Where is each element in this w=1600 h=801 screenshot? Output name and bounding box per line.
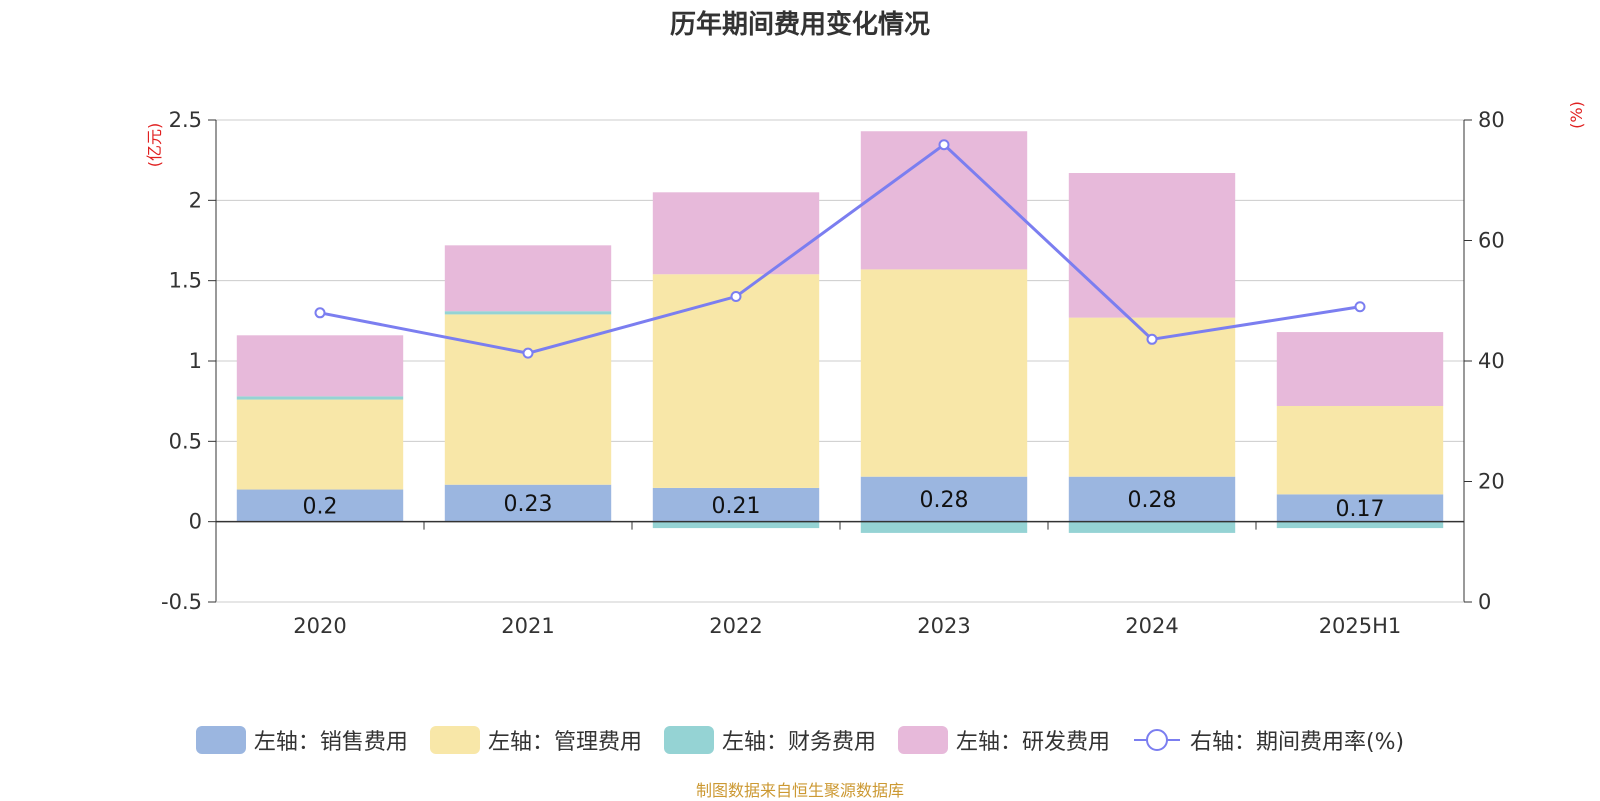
data-label-sales: 0.21 bbox=[712, 494, 761, 519]
x-tick-label: 2020 bbox=[293, 614, 346, 638]
legend: 左轴：销售费用 左轴：管理费用 左轴：财务费用 左轴：研发费用 右轴：期间费用率… bbox=[0, 720, 1600, 760]
legend-swatch-rnd bbox=[897, 726, 948, 754]
legend-item-finance[interactable]: 左轴：财务费用 bbox=[663, 724, 876, 756]
legend-item-rnd[interactable]: 左轴：研发费用 bbox=[897, 724, 1110, 756]
y-left-tick-label: 1 bbox=[189, 349, 202, 373]
y-left-tick-label: 2 bbox=[189, 188, 202, 212]
y-right-tick-label: 60 bbox=[1478, 229, 1505, 253]
legend-label-rate: 右轴：期间费用率(%) bbox=[1189, 730, 1405, 755]
rate-line bbox=[319, 142, 1361, 355]
y-left-tick-label: 0 bbox=[189, 510, 202, 534]
bar-finance-2020 bbox=[236, 396, 404, 400]
legend-swatch-admin bbox=[429, 726, 480, 754]
legend-label-sales: 左轴：销售费用 bbox=[253, 730, 408, 755]
legend-label-rnd: 左轴：研发费用 bbox=[955, 730, 1110, 755]
y-right-tick-label: 40 bbox=[1478, 349, 1505, 373]
y-left-tick-label: 1.5 bbox=[169, 269, 202, 293]
data-label-sales: 0.28 bbox=[920, 488, 969, 513]
bar-rnd-2020 bbox=[236, 335, 404, 397]
x-tick-label: 2025H1 bbox=[1319, 614, 1402, 638]
legend-swatch-finance bbox=[663, 726, 714, 754]
data-label-sales: 0.23 bbox=[504, 492, 553, 517]
bar-admin-2023 bbox=[860, 269, 1028, 477]
x-tick-label: 2023 bbox=[917, 614, 970, 638]
rate-point bbox=[938, 139, 950, 151]
x-tick-label: 2022 bbox=[709, 614, 762, 638]
x-tick-label: 2024 bbox=[1125, 614, 1178, 638]
legend-item-rate[interactable]: 右轴：期间费用率(%) bbox=[1132, 724, 1404, 756]
bar-admin-2025H1 bbox=[1276, 405, 1444, 495]
y-left-tick-label: 0.5 bbox=[169, 429, 202, 453]
legend-label-finance: 左轴：财务费用 bbox=[721, 730, 876, 755]
legend-item-admin[interactable]: 左轴：管理费用 bbox=[429, 724, 642, 756]
legend-label-admin: 左轴：管理费用 bbox=[487, 730, 642, 755]
bar-sales-2020 bbox=[236, 489, 404, 522]
y-right-tick-label: 20 bbox=[1478, 470, 1505, 494]
rate-point bbox=[1354, 301, 1366, 313]
bar-admin-2021 bbox=[444, 314, 612, 485]
data-label-sales: 0.2 bbox=[303, 495, 338, 520]
rate-point bbox=[314, 307, 326, 319]
bar-rnd-2021 bbox=[444, 245, 612, 312]
legend-line-marker-icon bbox=[1133, 729, 1180, 751]
bar-finance-2022 bbox=[652, 521, 820, 529]
bar-admin-2020 bbox=[236, 399, 404, 490]
rate-point bbox=[522, 347, 534, 359]
bar-rnd-2024 bbox=[1068, 173, 1236, 318]
bar-admin-2022 bbox=[652, 274, 820, 488]
bar-finance-2024 bbox=[1068, 521, 1236, 533]
bar-rnd-2025H1 bbox=[1276, 332, 1444, 406]
bar-rnd-2022 bbox=[652, 192, 820, 275]
data-label-sales: 0.28 bbox=[1128, 488, 1177, 513]
y-right-tick-label: 0 bbox=[1478, 590, 1491, 614]
y-right-tick-label: 80 bbox=[1478, 108, 1505, 132]
x-tick-label: 2021 bbox=[501, 614, 554, 638]
bar-sales-2025H1 bbox=[1276, 494, 1444, 522]
bar-finance-2021 bbox=[444, 311, 612, 315]
legend-swatch-sales bbox=[195, 726, 246, 754]
bar-sales-2023 bbox=[860, 476, 1028, 522]
bar-sales-2022 bbox=[652, 487, 820, 522]
rate-point bbox=[730, 291, 742, 303]
y-left-tick-label: -0.5 bbox=[161, 590, 202, 614]
bar-finance-2025H1 bbox=[1276, 521, 1444, 529]
data-source-note: 制图数据来自恒生聚源数据库 bbox=[695, 781, 904, 800]
y-left-tick-label: 2.5 bbox=[169, 108, 202, 132]
bar-sales-2021 bbox=[444, 484, 612, 522]
y-right-unit-label: (%) bbox=[1567, 101, 1586, 129]
chart-title: 历年期间费用变化情况 bbox=[669, 10, 930, 40]
y-left-unit-label: (亿元) bbox=[145, 123, 164, 168]
bar-rnd-2023 bbox=[860, 131, 1028, 270]
rate-point bbox=[1146, 333, 1158, 345]
bar-sales-2024 bbox=[1068, 476, 1236, 522]
data-label-sales: 0.17 bbox=[1336, 497, 1385, 522]
bar-finance-2023 bbox=[860, 521, 1028, 533]
legend-item-sales[interactable]: 左轴：销售费用 bbox=[195, 724, 408, 756]
